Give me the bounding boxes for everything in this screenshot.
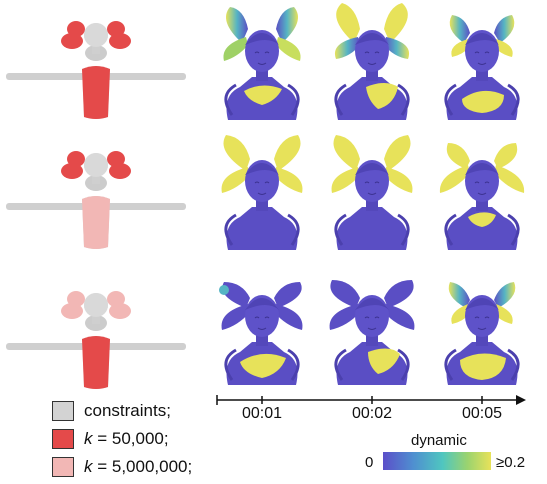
legend-label-k-5000000: k = 5,000,000; — [84, 457, 193, 476]
legend-swatch-pink — [52, 457, 74, 477]
bust-r1-c2 — [334, 3, 410, 122]
colorbar — [383, 452, 491, 470]
tpose-row2 — [6, 151, 186, 249]
legend-item-k-50000: k = 50,000; — [52, 428, 252, 450]
timeline-label-3: 00:05 — [461, 405, 503, 422]
tpose-row3 — [6, 291, 186, 389]
colorbar-min-label: 0 — [365, 454, 374, 471]
colorbar-title: dynamic — [411, 432, 467, 449]
timeline-label-1: 00:01 — [241, 405, 283, 422]
timeline-label-2: 00:02 — [351, 405, 393, 422]
legend-item-constraints: constraints; — [52, 400, 252, 422]
legend-item-k-5000000: k = 5,000,000; — [52, 456, 252, 478]
bust-r3-c1 — [219, 282, 303, 387]
bust-r3-c2 — [329, 280, 415, 387]
bust-r2-c2 — [331, 135, 413, 252]
bust-r1-c3 — [444, 15, 520, 122]
colorbar-max-label: ≥0.2 — [496, 454, 526, 471]
tpose-row1 — [6, 21, 186, 119]
legend-label-constraints: constraints; — [84, 401, 171, 420]
legend-swatch-gray — [52, 401, 74, 421]
legend: constraints; k = 50,000; k = 5,000,000; — [52, 400, 252, 484]
bust-r3-c3 — [444, 282, 520, 387]
bust-r2-c3 — [439, 143, 525, 252]
bust-r1-c1 — [223, 7, 301, 122]
legend-label-k-50000: k = 50,000; — [84, 429, 169, 448]
bust-r2-c1 — [221, 135, 303, 252]
timeline-axis — [216, 395, 526, 405]
legend-swatch-red — [52, 429, 74, 449]
